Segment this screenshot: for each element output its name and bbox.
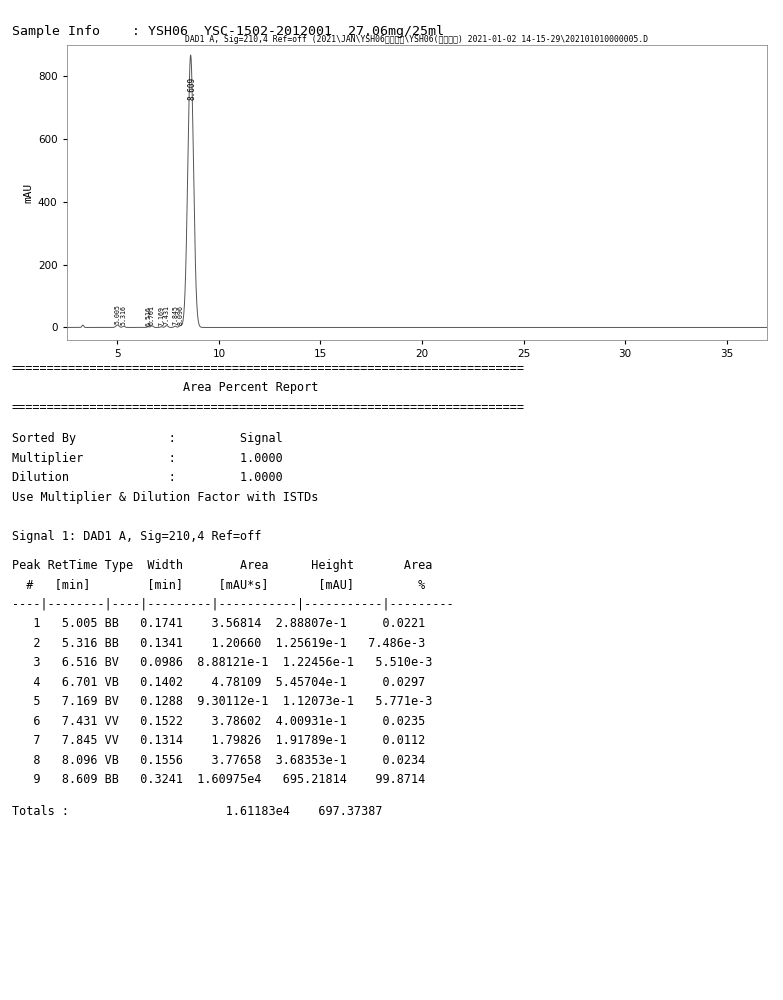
Text: 4   6.701 VB   0.1402    4.78109  5.45704e-1     0.0297: 4 6.701 VB 0.1402 4.78109 5.45704e-1 0.0… [12,676,425,689]
Text: 7.431: 7.431 [164,305,170,325]
Text: 7.169: 7.169 [158,306,164,326]
Text: 8.609: 8.609 [187,77,197,100]
Text: 6.516: 6.516 [145,306,151,326]
Text: Signal 1: DAD1 A, Sig=210,4 Ref=off: Signal 1: DAD1 A, Sig=210,4 Ref=off [12,530,261,543]
Text: 3   6.516 BV   0.0986  8.88121e-1  1.22456e-1   5.510e-3: 3 6.516 BV 0.0986 8.88121e-1 1.22456e-1 … [12,656,432,669]
Text: 8   8.096 VB   0.1556    3.77658  3.68353e-1     0.0234: 8 8.096 VB 0.1556 3.77658 3.68353e-1 0.0… [12,754,425,767]
Text: #   [min]        [min]     [mAU*s]       [mAU]         %: # [min] [min] [mAU*s] [mAU] % [12,578,425,591]
Text: Sorted By             :         Signal: Sorted By : Signal [12,432,283,445]
Text: ========================================================================: ========================================… [12,362,525,375]
Text: 9   8.609 BB   0.3241  1.60975e4   695.21814    99.8714: 9 8.609 BB 0.3241 1.60975e4 695.21814 99… [12,773,425,786]
Title: DAD1 A, Sig=210,4 Ref=off (2021\JAN\YSH06有关物质\YSH06(相关物质) 2021-01-02 14-15-29\20: DAD1 A, Sig=210,4 Ref=off (2021\JAN\YSH0… [186,35,648,44]
Text: 7.845: 7.845 [172,305,178,325]
Text: Dilution              :         1.0000: Dilution : 1.0000 [12,471,283,484]
Text: Multiplier            :         1.0000: Multiplier : 1.0000 [12,452,283,465]
Y-axis label: mAU: mAU [23,182,34,203]
Text: 1   5.005 BB   0.1741    3.56814  2.88807e-1     0.0221: 1 5.005 BB 0.1741 3.56814 2.88807e-1 0.0… [12,617,425,630]
Text: Totals :                      1.61183e4    697.37387: Totals : 1.61183e4 697.37387 [12,805,382,818]
Text: 8.096: 8.096 [177,305,183,325]
Text: Area Percent Report: Area Percent Report [12,381,318,394]
Text: ========================================================================: ========================================… [12,401,525,414]
Text: Use Multiplier & Dilution Factor with ISTDs: Use Multiplier & Dilution Factor with IS… [12,491,318,504]
Text: 2   5.316 BB   0.1341    1.20660  1.25619e-1   7.486e-3: 2 5.316 BB 0.1341 1.20660 1.25619e-1 7.4… [12,637,425,650]
Text: ----|--------|----|---------|-----------|-----------|---------: ----|--------|----|---------|-----------… [12,598,453,611]
Text: 5.316: 5.316 [121,305,127,325]
Text: Sample Info    : YSH06  YSC-1502-2012001  27.06mg/25ml: Sample Info : YSH06 YSC-1502-2012001 27.… [12,25,444,38]
Text: 5.005: 5.005 [114,304,121,324]
Text: 7   7.845 VV   0.1314    1.79826  1.91789e-1     0.0112: 7 7.845 VV 0.1314 1.79826 1.91789e-1 0.0… [12,734,425,747]
Text: Peak RetTime Type  Width        Area      Height       Area: Peak RetTime Type Width Area Height Area [12,559,432,572]
Text: 5   7.169 BV   0.1288  9.30112e-1  1.12073e-1   5.771e-3: 5 7.169 BV 0.1288 9.30112e-1 1.12073e-1 … [12,695,432,708]
Text: 6.701: 6.701 [149,305,155,325]
Text: 6   7.431 VV   0.1522    3.78602  4.00931e-1     0.0235: 6 7.431 VV 0.1522 3.78602 4.00931e-1 0.0… [12,715,425,728]
